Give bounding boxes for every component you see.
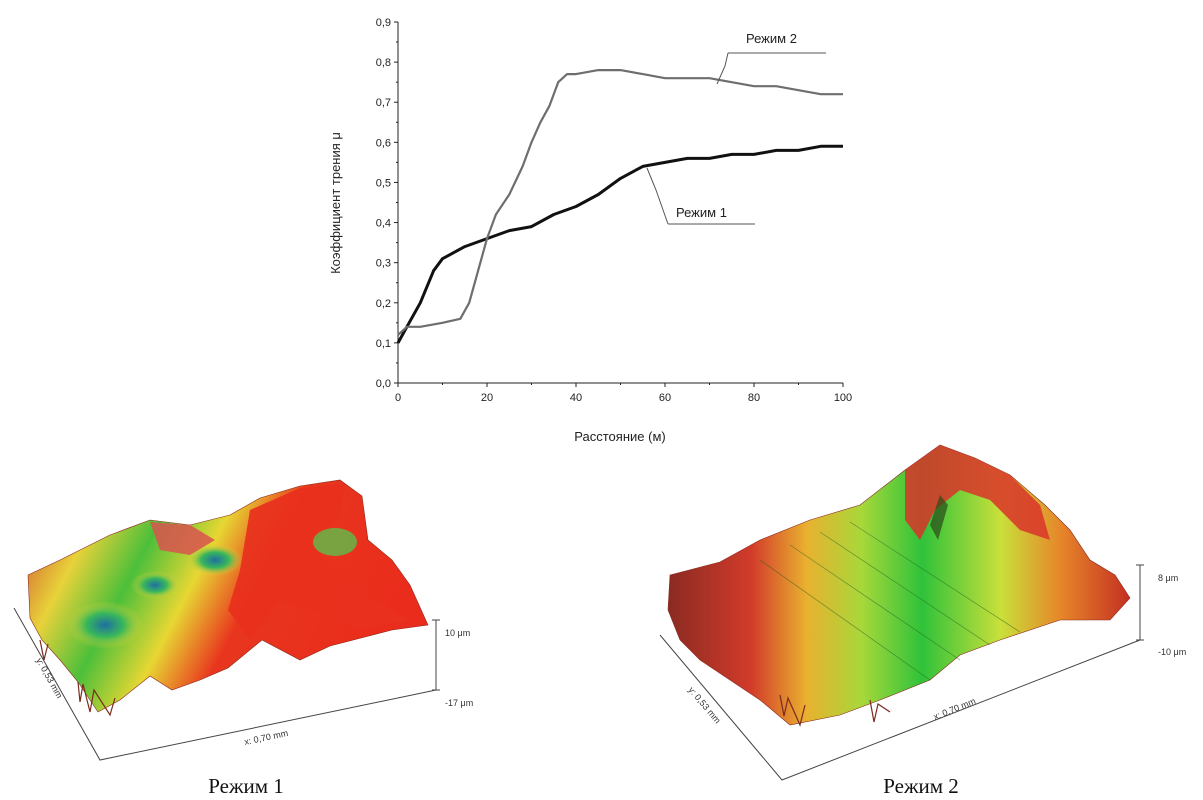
friction-chart: 0,0 0,1 0,2 0,3 0,4 0,5 0,6 0,7 0,8 0,9 0 20 40 60 80… bbox=[328, 17, 852, 444]
series-callout-leader-1 bbox=[646, 167, 669, 225]
x-axis-ticks: 0 20 40 60 80 100 bbox=[395, 383, 852, 404]
y-tick-label: 0,3 bbox=[376, 258, 391, 270]
surface-1-z-max: 10 μm bbox=[445, 628, 470, 638]
y-tick-label: 0,7 bbox=[376, 97, 391, 109]
surface-plot-rezhim-2: 8 μm -10 μm x: 0,70 mm y: 0,53 mm Режим … bbox=[659, 444, 1186, 798]
y-tick-label: 0,5 bbox=[376, 177, 391, 189]
y-tick-label: 0,2 bbox=[376, 298, 391, 310]
y-tick-label: 0,1 bbox=[376, 338, 391, 350]
surface-2-body bbox=[667, 444, 1131, 726]
surface-2-z-max: 8 μm bbox=[1158, 573, 1178, 583]
surface-1-x-label: x: 0,70 mm bbox=[243, 728, 289, 747]
series-callout-leader-2 bbox=[716, 52, 729, 85]
y-tick-label: 0,4 bbox=[376, 218, 391, 230]
surface-2-y-label: y: 0,53 mm bbox=[686, 685, 722, 726]
surface-1-caption: Режим 1 bbox=[208, 774, 284, 798]
surface-1-ridge bbox=[228, 484, 410, 640]
y-tick-label: 0,8 bbox=[376, 57, 391, 69]
x-tick-label: 40 bbox=[570, 392, 582, 404]
series-lines bbox=[396, 68, 843, 344]
x-tick-label: 60 bbox=[659, 392, 671, 404]
x-axis-title: Расстояние (м) bbox=[574, 429, 665, 444]
y-tick-label: 0,6 bbox=[376, 137, 391, 149]
series-label-rezhim-2: Режим 2 bbox=[746, 31, 797, 46]
series-line-2 bbox=[397, 68, 843, 336]
surface-1-spikes bbox=[39, 639, 116, 717]
surface-1-pit bbox=[313, 528, 357, 556]
x-tick-label: 20 bbox=[481, 392, 493, 404]
surface-1-z-min: -17 μm bbox=[445, 698, 473, 708]
series-label-rezhim-1: Режим 1 bbox=[676, 205, 727, 220]
surface-1-ridge bbox=[150, 522, 215, 555]
series-line-1 bbox=[396, 144, 843, 344]
x-tick-label: 80 bbox=[748, 392, 760, 404]
surface-2-groove bbox=[930, 495, 948, 540]
surface-1-pit bbox=[131, 571, 179, 599]
surface-1-pit bbox=[67, 601, 143, 649]
surface-1-frame bbox=[13, 607, 437, 761]
surface-2-z-min: -10 μm bbox=[1158, 647, 1186, 657]
surface-2-frame bbox=[659, 634, 1141, 781]
surface-2-x-label: x: 0,70 mm bbox=[932, 696, 977, 722]
surface-2-rim bbox=[905, 445, 1050, 540]
surface-2-wear-tracks bbox=[759, 521, 1021, 681]
y-axis-ticks: 0,0 0,1 0,2 0,3 0,4 0,5 0,6 0,7 0,8 0,9 bbox=[376, 17, 398, 390]
x-tick-label: 100 bbox=[834, 392, 852, 404]
surface-2-caption: Режим 2 bbox=[883, 774, 959, 798]
surface-1-y-label: y: 0,53 mm bbox=[34, 656, 64, 700]
y-axis-title: Коэффициент трения μ bbox=[328, 132, 343, 274]
y-tick-label: 0,9 bbox=[376, 17, 391, 29]
surface-plot-rezhim-1: 10 μm -17 μm x: 0,70 mm y: 0,53 mm Режим… bbox=[13, 479, 473, 798]
surface-1-pit bbox=[187, 544, 243, 576]
x-tick-label: 0 bbox=[395, 392, 401, 404]
y-tick-label: 0,0 bbox=[376, 378, 391, 390]
surface-2-spikes bbox=[779, 694, 891, 727]
